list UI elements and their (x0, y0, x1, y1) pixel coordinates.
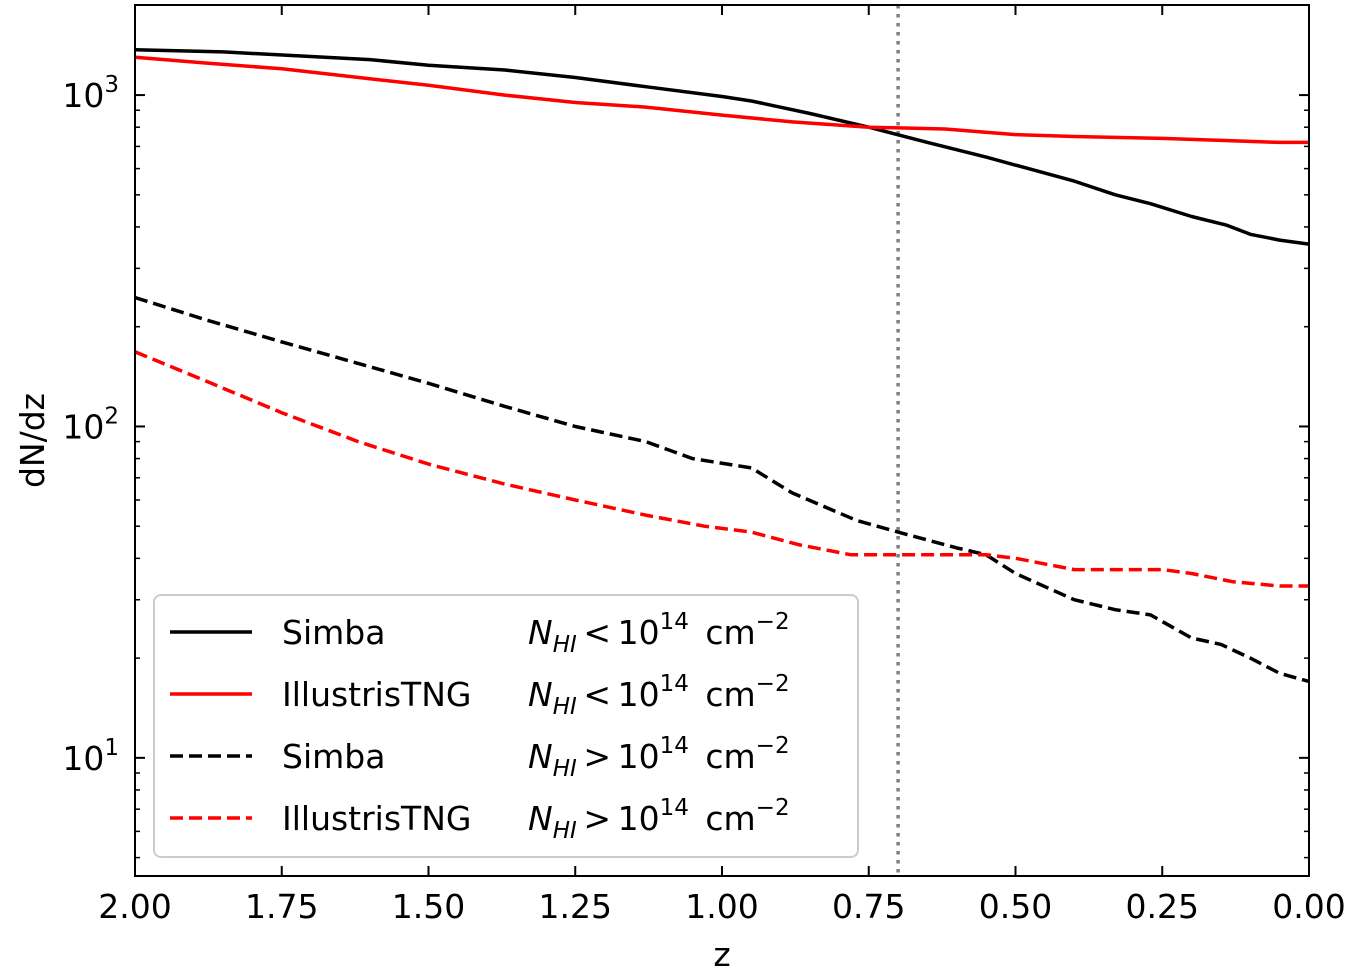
x-tick-label: 1.25 (539, 887, 612, 926)
legend-label: Simba (282, 613, 385, 652)
series-line-2 (135, 295, 1309, 684)
legend-label: IllustrisTNG (282, 799, 471, 838)
legend-box (153, 594, 859, 858)
x-tick-label: 1.00 (685, 887, 758, 926)
x-tick-label: 2.00 (98, 887, 171, 926)
x-tick-label: 0.75 (832, 887, 905, 926)
series-line-1 (135, 55, 1309, 145)
y-axis-label: dN/dz (13, 393, 52, 488)
legend-condition: NHI > 1014 cm−2 (528, 733, 790, 782)
legend-condition: NHI < 1014 cm−2 (528, 671, 790, 720)
legend-label: IllustrisTNG (282, 675, 471, 714)
y-tick-label: 103 (62, 72, 119, 115)
y-tick-label: 101 (62, 735, 119, 778)
legend-condition: NHI > 1014 cm−2 (528, 795, 790, 844)
legend-label: Simba (282, 737, 385, 776)
series-line-3 (135, 350, 1309, 588)
x-tick-label: 0.50 (979, 887, 1052, 926)
series-line-0 (135, 48, 1309, 246)
x-axis-label: z (713, 935, 730, 969)
y-tick-label: 102 (62, 403, 119, 446)
x-tick-label: 1.75 (245, 887, 318, 926)
x-tick-label: 0.25 (1126, 887, 1199, 926)
legend: Simba NHI < 1014 cm−2 IllustrisTNG NHI < 10… (153, 594, 859, 858)
x-tick-label: 1.50 (392, 887, 465, 926)
series-group (135, 5, 1309, 876)
legend-condition: NHI < 1014 cm−2 (528, 609, 790, 658)
x-tick-label: 0.00 (1272, 887, 1345, 926)
plot-area (135, 5, 1309, 876)
axes: 2.00 1.75 1.50 1.25 1.00 0.75 0.50 0.25 0.00 101 1… (13, 4, 1346, 969)
